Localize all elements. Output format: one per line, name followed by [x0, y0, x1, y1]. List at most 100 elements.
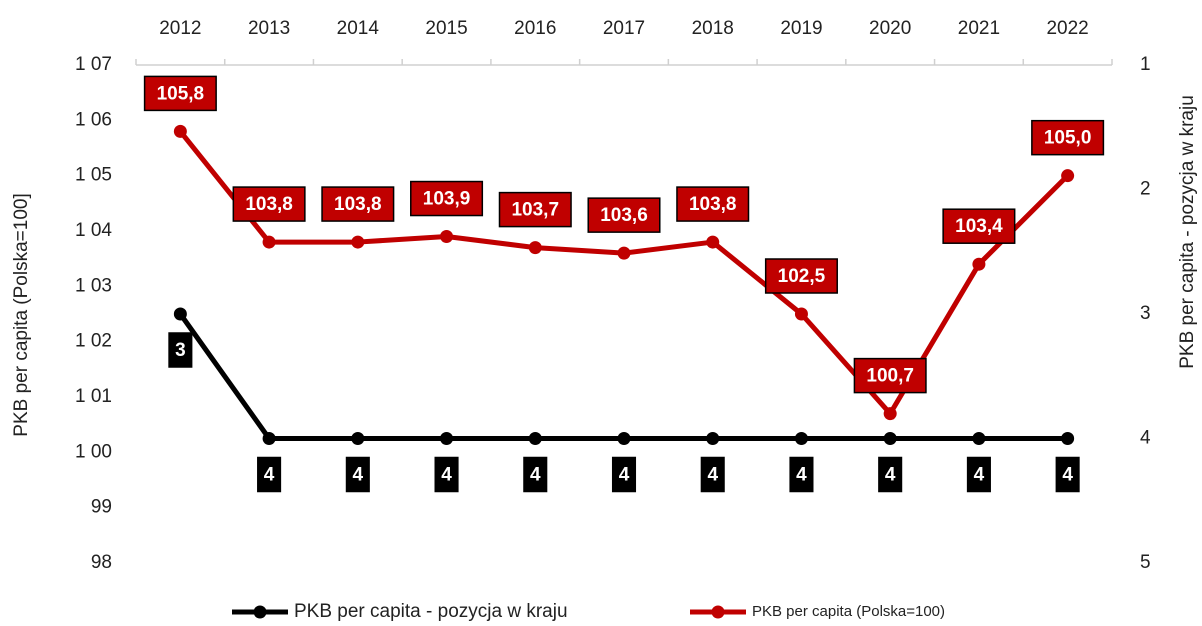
- data-label-box: [321, 186, 395, 222]
- x-tick-label: 2015: [425, 18, 467, 39]
- series-line: [178, 129, 1070, 417]
- data-label-text: 4: [796, 465, 807, 486]
- data-label-text: 105,0: [1044, 128, 1092, 149]
- y-tick-label: 1 03: [75, 275, 112, 296]
- data-label: 105,8: [143, 75, 217, 112]
- y-tick-label: 1 02: [75, 331, 112, 352]
- x-tick-label: 2022: [1046, 18, 1088, 39]
- data-point: [617, 246, 631, 260]
- x-tick-label: 2013: [248, 18, 290, 39]
- y-tick-label: 1 07: [75, 54, 112, 75]
- data-label-text: 3: [175, 340, 186, 361]
- data-label: 100,7: [853, 357, 927, 394]
- series-line: [178, 312, 1068, 441]
- data-point: [262, 235, 276, 249]
- data-label-text: 103,6: [600, 205, 648, 226]
- x-tick-label: 2014: [337, 18, 380, 39]
- data-label-box: [257, 456, 282, 493]
- data-label-box: [345, 456, 370, 493]
- data-label-text: 100,7: [866, 366, 914, 387]
- data-label-box: [700, 456, 725, 493]
- data-label-text: 103,8: [689, 194, 737, 215]
- data-point: [173, 307, 187, 321]
- data-label: 103,6: [587, 197, 661, 233]
- data-point: [883, 407, 897, 421]
- y2-tick-label: 1: [1140, 54, 1151, 75]
- x-tick-label: 2020: [869, 18, 911, 39]
- data-label-text: 4: [1062, 465, 1073, 486]
- data-label-text: 4: [707, 465, 718, 486]
- x-tick-label: 2012: [159, 18, 201, 39]
- data-label-box: [498, 191, 572, 228]
- data-label: 103,9: [410, 180, 484, 217]
- data-label: 103,7: [498, 191, 572, 228]
- legend-marker: [253, 605, 267, 619]
- y2-tick-label: 5: [1140, 552, 1151, 573]
- data-label-text: 102,5: [778, 266, 826, 287]
- data-label-box: [966, 456, 991, 493]
- data-label-box: [1031, 119, 1105, 156]
- data-label: 103,8: [676, 186, 750, 222]
- legend-label: PKB per capita (Polska=100): [752, 603, 945, 620]
- data-label-text: 4: [974, 465, 985, 486]
- data-point: [706, 235, 720, 249]
- data-label-text: 4: [885, 465, 896, 486]
- data-label: 103,8: [321, 186, 395, 222]
- data-point: [794, 307, 808, 321]
- x-tick-label: 2017: [603, 18, 645, 39]
- data-point: [972, 432, 986, 445]
- data-label: 4: [611, 456, 637, 493]
- data-label: 4: [789, 456, 814, 493]
- legend-marker: [711, 605, 725, 619]
- y-tick-label: 1 04: [75, 220, 112, 241]
- data-point: [528, 241, 542, 255]
- data-point: [351, 235, 365, 249]
- data-point: [528, 432, 542, 445]
- data-label-text: 103,4: [955, 216, 1003, 237]
- data-label-box: [676, 186, 750, 222]
- data-label: 4: [434, 456, 459, 493]
- data-label: 3: [168, 332, 193, 368]
- data-label-text: 4: [530, 465, 541, 486]
- data-label-text: 103,8: [334, 194, 382, 215]
- data-point: [1061, 432, 1075, 445]
- data-point: [972, 257, 986, 271]
- data-label-box: [232, 186, 306, 222]
- data-label-box: [764, 258, 838, 294]
- data-point: [617, 432, 631, 445]
- data-label-box: [587, 197, 661, 233]
- data-label-box: [434, 456, 459, 493]
- y-tick-label: 1 06: [75, 109, 112, 130]
- y-tick-label: 1 05: [75, 165, 112, 186]
- x-tick-label: 2021: [958, 18, 1000, 39]
- data-label: 4: [345, 456, 370, 493]
- data-label-text: 103,7: [511, 200, 559, 221]
- data-label: 103,8: [232, 186, 306, 222]
- data-label-box: [143, 75, 217, 112]
- data-label-box: [611, 456, 637, 493]
- data-label-text: 4: [264, 465, 275, 486]
- data-label: 4: [1055, 456, 1080, 493]
- data-label: 102,5: [764, 258, 838, 294]
- y-tick-label: 1 01: [75, 386, 112, 407]
- x-tick-label: 2019: [780, 18, 822, 39]
- data-label-box: [789, 456, 814, 493]
- data-label: 4: [966, 456, 991, 493]
- data-point: [440, 230, 454, 244]
- data-label-box: [410, 180, 484, 217]
- data-label-text: 4: [353, 465, 364, 486]
- data-label: 4: [257, 456, 282, 493]
- data-point: [173, 124, 187, 138]
- data-label-text: 4: [441, 465, 452, 486]
- y2-tick-label: 2: [1140, 179, 1151, 200]
- data-label: 4: [523, 456, 548, 493]
- data-label-box: [168, 332, 193, 368]
- data-label: 105,0: [1031, 119, 1105, 156]
- data-point: [794, 432, 808, 445]
- data-point: [1061, 169, 1075, 183]
- y2-axis-title: PKB per capita - pozycja w kraju: [1177, 95, 1198, 369]
- x-tick-label: 2016: [514, 18, 556, 39]
- data-point: [351, 432, 365, 445]
- data-label-box: [523, 456, 548, 493]
- data-label-box: [878, 456, 903, 493]
